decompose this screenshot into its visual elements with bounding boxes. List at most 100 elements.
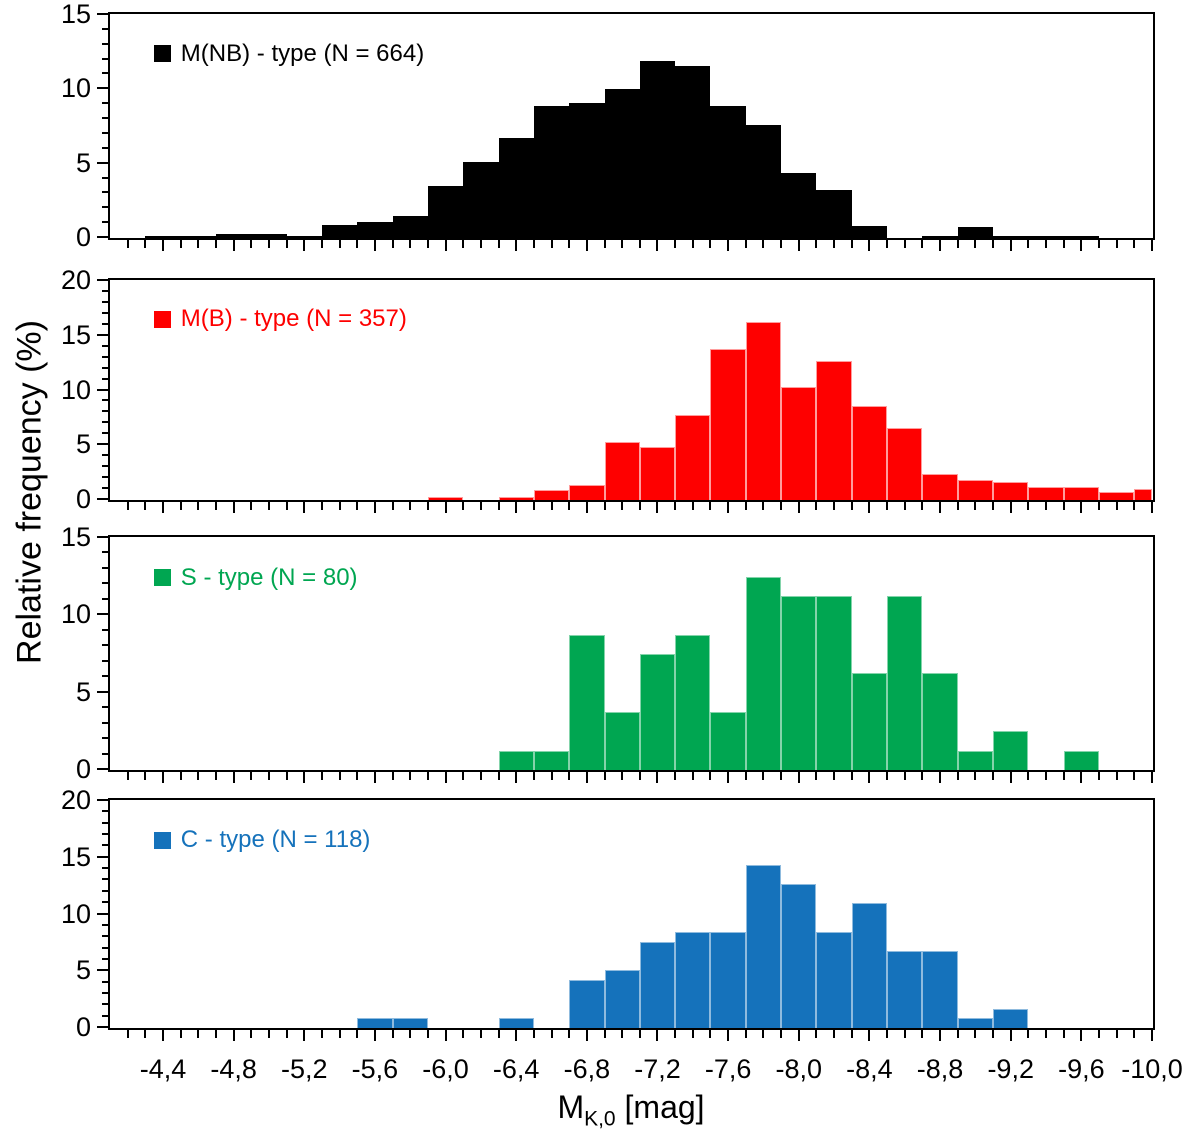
x-tick — [568, 239, 571, 248]
x-tick — [762, 501, 765, 510]
y-tick — [101, 980, 109, 983]
histogram-bar — [1028, 235, 1064, 238]
x-tick — [691, 501, 694, 510]
y-tick-label: 0 — [75, 1012, 91, 1042]
y-tick — [101, 399, 109, 402]
x-axis-title-main: M — [557, 1089, 585, 1125]
histogram-bar — [710, 105, 746, 238]
x-tick — [1009, 1029, 1012, 1041]
histogram-bar — [533, 105, 570, 238]
histogram-bar — [922, 950, 958, 1028]
y-tick — [96, 855, 109, 858]
x-tick — [903, 239, 906, 248]
y-tick — [101, 1003, 109, 1006]
x-tick — [868, 501, 871, 513]
x-tick — [744, 771, 747, 780]
x-tick — [868, 771, 871, 783]
histogram-bar — [887, 596, 923, 770]
x-tick — [356, 239, 359, 248]
y-tick — [101, 737, 109, 740]
x-tick — [126, 1029, 129, 1038]
x-tick — [267, 239, 270, 248]
x-tick — [656, 239, 659, 251]
x-tick — [656, 771, 659, 783]
x-tick — [179, 501, 182, 510]
y-tick-label: 10 — [60, 374, 91, 405]
x-tick — [585, 771, 588, 783]
x-tick — [285, 501, 288, 510]
y-tick — [101, 878, 109, 881]
histogram-bar — [639, 654, 676, 770]
x-tick — [585, 501, 588, 513]
y-tick — [96, 87, 109, 90]
x-tick — [1098, 1029, 1101, 1038]
legend: C - type (N = 118) — [153, 826, 370, 854]
x-tick — [462, 771, 465, 780]
histogram-bar — [851, 226, 888, 238]
x-tick — [532, 771, 535, 780]
x-tick — [462, 239, 465, 248]
y-tick — [101, 377, 109, 380]
x-tick — [144, 501, 147, 510]
x-tick — [497, 501, 500, 510]
histogram-bar — [1028, 486, 1064, 500]
x-tick — [285, 1029, 288, 1038]
x-tick — [338, 1029, 341, 1038]
x-tick — [939, 771, 942, 783]
x-tick — [868, 1029, 871, 1041]
x-tick — [603, 771, 606, 780]
x-tick — [956, 239, 959, 248]
panel-1-plot: 0 5 10 15 M(NB) - type (N = 664) — [61, 0, 1155, 252]
x-tick — [161, 1029, 164, 1041]
histogram-bar — [1134, 489, 1152, 500]
x-tick — [373, 1029, 376, 1041]
histogram-bar — [922, 673, 958, 770]
x-tick — [144, 239, 147, 248]
y-tick — [101, 487, 109, 490]
x-tick-label: -5,2 — [281, 1054, 328, 1084]
x-tick — [833, 239, 836, 248]
x-tick — [285, 239, 288, 248]
x-tick — [462, 1029, 465, 1038]
y-tick-label: 5 — [75, 429, 91, 460]
x-tick — [1080, 239, 1083, 251]
x-tick — [886, 1029, 889, 1038]
x-tick — [515, 239, 518, 251]
y-tick — [101, 597, 109, 600]
y-tick-label: 5 — [75, 147, 91, 178]
x-tick — [444, 239, 447, 251]
x-tick — [833, 501, 836, 510]
x-tick — [373, 239, 376, 251]
legend-label: M(B) - type (N = 357) — [180, 305, 407, 333]
x-tick — [409, 501, 412, 510]
histogram-bar — [392, 215, 428, 238]
x-tick — [197, 1029, 200, 1038]
x-tick — [444, 771, 447, 783]
x-tick — [126, 239, 129, 248]
y-tick — [96, 690, 109, 693]
y-tick — [101, 867, 109, 870]
x-tick — [603, 239, 606, 248]
y-tick — [101, 991, 109, 994]
x-tick — [833, 771, 836, 780]
histogram-bar — [357, 1018, 393, 1028]
x-tick — [886, 501, 889, 510]
x-tick — [921, 239, 924, 248]
x-tick — [250, 501, 253, 510]
histogram-bar — [745, 125, 782, 238]
x-tick — [1009, 771, 1012, 783]
histogram-bar — [887, 950, 923, 1028]
x-tick — [797, 239, 800, 251]
x-tick — [1098, 771, 1101, 780]
x-tick — [638, 239, 641, 248]
x-tick — [621, 771, 624, 780]
x-tick — [550, 239, 553, 248]
histogram-bar — [851, 673, 888, 770]
x-tick — [974, 239, 977, 248]
y-tick — [96, 768, 109, 770]
y-tick-label: 0 — [75, 222, 91, 252]
x-tick — [232, 1029, 235, 1041]
x-tick — [426, 1029, 429, 1038]
histogram-bar — [957, 226, 994, 238]
